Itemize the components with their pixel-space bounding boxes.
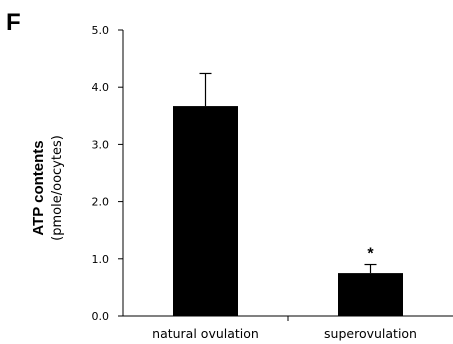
y-axis-label: ATP contents	[30, 140, 47, 235]
y-tick-label: 5.0	[92, 24, 110, 37]
bar	[173, 106, 238, 317]
y-axis-unit: (pmole/oocytes)	[50, 135, 65, 241]
y-axis-title: ATP contents (pmole/oocytes)	[30, 135, 65, 241]
y-tick-label: 1.0	[92, 253, 110, 266]
significance-marker: *	[367, 246, 374, 263]
y-tick-label: 4.0	[92, 81, 110, 94]
y-tick-label: 0.0	[92, 310, 110, 323]
y-tick-label: 2.0	[92, 196, 110, 209]
y-tick-label: 3.0	[92, 138, 110, 151]
labels: natural ovulation superovulation *	[152, 246, 417, 341]
bars	[173, 72, 403, 317]
bar	[338, 273, 403, 316]
panel-label: F	[6, 9, 21, 36]
category-label: natural ovulation	[152, 326, 259, 341]
category-label: superovulation	[324, 326, 417, 341]
